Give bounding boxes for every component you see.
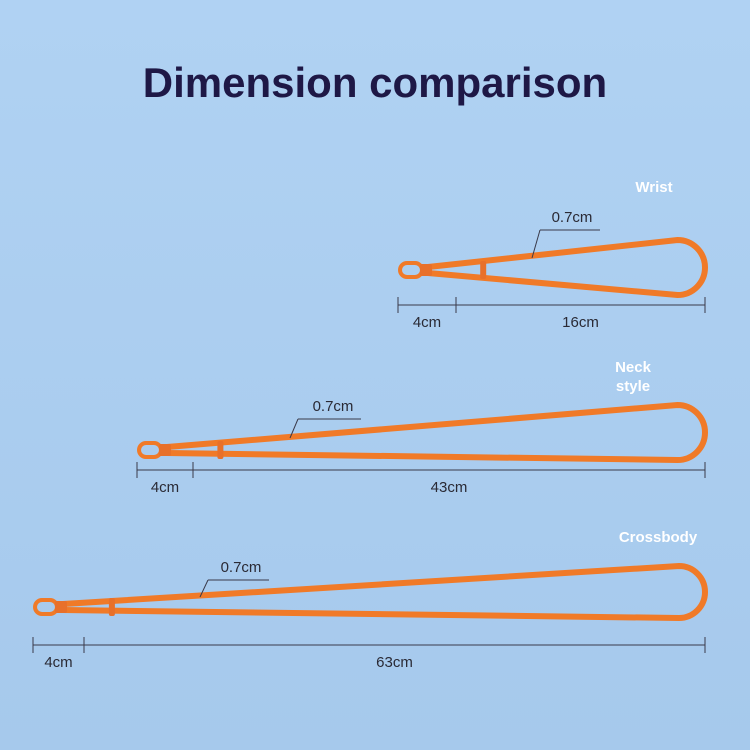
loop-length-label: 43cm — [431, 479, 468, 496]
loop-length-label: 63cm — [376, 654, 413, 671]
leader-line — [289, 418, 299, 439]
strap-loop — [60, 562, 708, 622]
strap-loop — [164, 401, 708, 464]
strap-connector — [159, 444, 171, 456]
strap-connector — [420, 264, 432, 276]
thickness-label: 0.7cm — [313, 398, 354, 415]
strap-name: Wrist — [635, 179, 672, 196]
strap-name: Crossbody — [619, 529, 698, 546]
strap-connector — [55, 601, 67, 613]
end-length-label: 4cm — [151, 479, 179, 496]
strap-slider — [217, 441, 224, 459]
strap-slider — [108, 598, 115, 616]
loop-length-label: 16cm — [562, 314, 599, 331]
strap-name: Neck — [615, 359, 652, 376]
end-length-label: 4cm — [44, 654, 72, 671]
straps: 0.7cm 4cm 16cm Wrist 0.7cm 4cm 43cm Neck style 0.… — [32, 179, 708, 671]
strap-loop — [425, 236, 708, 299]
strap-name: style — [616, 378, 650, 395]
thickness-label: 0.7cm — [552, 209, 593, 226]
strap-slider — [480, 261, 487, 279]
leader-line — [531, 229, 541, 259]
thickness-label: 0.7cm — [221, 559, 262, 576]
leader-line — [199, 579, 209, 598]
end-length-label: 4cm — [413, 314, 441, 331]
title: Dimension comparison — [143, 59, 607, 106]
